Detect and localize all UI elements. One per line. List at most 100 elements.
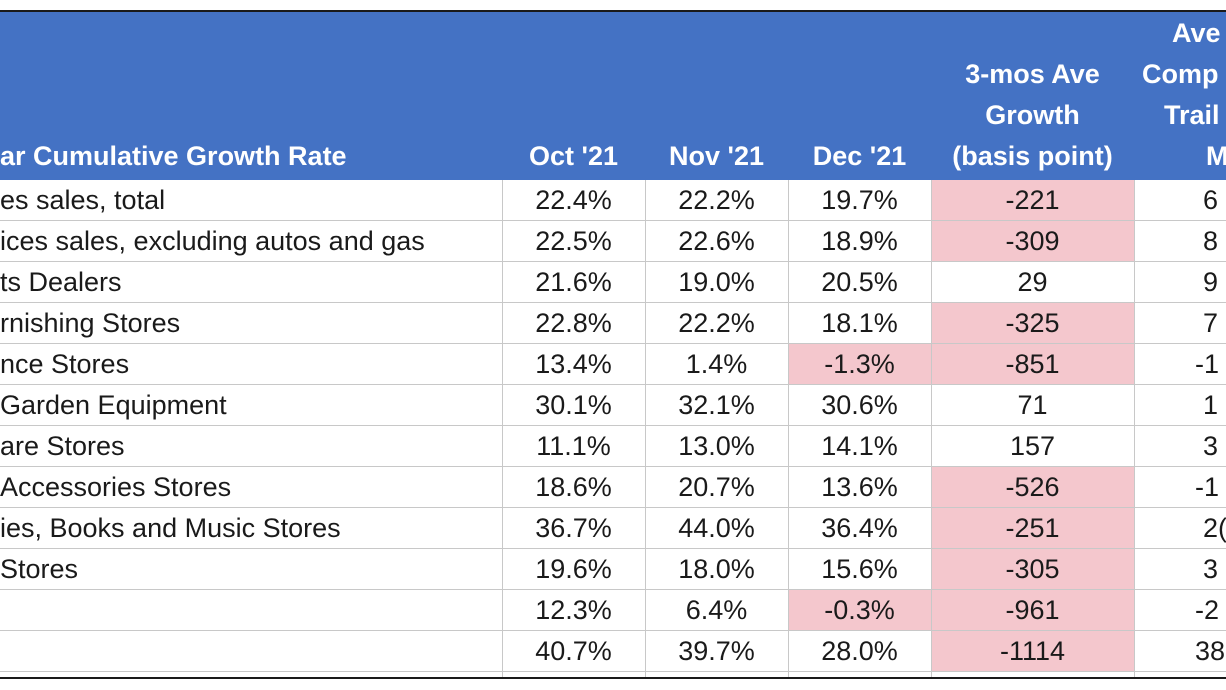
header-nov: Nov '21 — [669, 141, 764, 171]
cell-growth: -961 — [931, 590, 1134, 631]
row-label: Stores — [0, 549, 502, 590]
cell-nov: 18.0% — [645, 549, 788, 590]
cell-growth: -251 — [931, 508, 1134, 549]
cell-oct: 40.7% — [502, 631, 645, 672]
cell-last: 9 — [1134, 262, 1226, 303]
row-label: Accessories Stores — [0, 467, 502, 508]
row-label: rnishing Stores — [0, 303, 502, 344]
cell-dec: 36.4% — [788, 508, 931, 549]
column-divider — [931, 180, 932, 677]
cell-dec: 28.0% — [788, 631, 931, 672]
cell-oct: 22.5% — [502, 221, 645, 262]
table-row: Garden Equipment 30.1% 32.1% 30.6% 71 1 — [0, 385, 1226, 426]
header-oct: Oct '21 — [529, 141, 618, 171]
row-label: ts Dealers — [0, 262, 502, 303]
row-label: are Stores — [0, 426, 502, 467]
row-label: es sales, total — [0, 180, 502, 221]
cell-oct: 30.1% — [502, 385, 645, 426]
cell-dec: 14.1% — [788, 426, 931, 467]
cell-dec: 30.6% — [788, 385, 931, 426]
cell-last: 3 — [1134, 549, 1226, 590]
cell-oct: 22.4% — [502, 180, 645, 221]
table-row: rnishing Stores 22.8% 22.2% 18.1% -325 7 — [0, 303, 1226, 344]
cell-last: 7 — [1134, 303, 1226, 344]
cell-dec: -0.3% — [788, 590, 931, 631]
cell-dec: 18.1% — [788, 303, 931, 344]
cell-growth: -1114 — [931, 631, 1134, 672]
cell-dec: 18.9% — [788, 221, 931, 262]
growth-table: ar Cumulative Growth Rate Oct '21 Nov '2… — [0, 10, 1226, 679]
table-row: Stores 19.6% 18.0% 15.6% -305 3 — [0, 549, 1226, 590]
cell-dec: 15.6% — [788, 549, 931, 590]
cell-last: -1 — [1134, 467, 1226, 508]
row-label: ies, Books and Music Stores — [0, 508, 502, 549]
row-label — [0, 590, 502, 631]
cell-nov: 19.0% — [645, 262, 788, 303]
cell-oct: 22.8% — [502, 303, 645, 344]
cell-dec: 13.6% — [788, 467, 931, 508]
column-divider — [788, 180, 789, 677]
table-row: ts Dealers 21.6% 19.0% 20.5% 29 9 — [0, 262, 1226, 303]
cell-oct: 12.3% — [502, 590, 645, 631]
cell-nov: 22.6% — [645, 221, 788, 262]
cell-nov: 13.0% — [645, 426, 788, 467]
row-label: nce Stores — [0, 344, 502, 385]
cell-nov: 1.4% — [645, 344, 788, 385]
cell-nov: 22.2% — [645, 303, 788, 344]
header-dec: Dec '21 — [812, 141, 907, 171]
table-row: are Stores 11.1% 13.0% 14.1% 157 3 — [0, 426, 1226, 467]
table-row: 12.3% 6.4% -0.3% -961 -2 — [0, 590, 1226, 631]
cell-last: -1 — [1134, 344, 1226, 385]
row-label — [0, 631, 502, 672]
cell-last: 6 — [1134, 180, 1226, 221]
cell-last: -2 — [1134, 590, 1226, 631]
table-row: nce Stores 13.4% 1.4% -1.3% -851 -1 — [0, 344, 1226, 385]
cell-last: 1 — [1134, 385, 1226, 426]
cell-dec: 19.7% — [788, 180, 931, 221]
table-row: ies, Books and Music Stores 36.7% 44.0% 36.… — [0, 508, 1226, 549]
cell-oct: 19.6% — [502, 549, 645, 590]
column-divider — [645, 180, 646, 677]
cell-last: 8 — [1134, 221, 1226, 262]
header-growth-line1: 3-mos Ave — [965, 59, 1100, 89]
row-label: ices sales, excluding autos and gas — [0, 221, 502, 262]
cell-nov: 32.1% — [645, 385, 788, 426]
table-row: Accessories Stores 18.6% 20.7% 13.6% -526 -1 — [0, 467, 1226, 508]
cell-last: 38 — [1134, 631, 1226, 672]
cell-growth: -305 — [931, 549, 1134, 590]
header-last-line3: Trail — [1164, 100, 1220, 130]
cell-oct: 36.7% — [502, 508, 645, 549]
table-row: ices sales, excluding autos and gas 22.5%… — [0, 221, 1226, 262]
cell-dec: -1.3% — [788, 344, 931, 385]
cell-oct: 21.6% — [502, 262, 645, 303]
table-row: 40.7% 39.7% 28.0% -1114 38 — [0, 631, 1226, 672]
cell-nov: 39.7% — [645, 631, 788, 672]
cell-oct: 11.1% — [502, 426, 645, 467]
row-label: Garden Equipment — [0, 385, 502, 426]
cell-growth: -325 — [931, 303, 1134, 344]
cell-nov: 6.4% — [645, 590, 788, 631]
header-last-line2: Comp — [1142, 59, 1219, 89]
cell-growth: 157 — [931, 426, 1134, 467]
cell-growth: -221 — [931, 180, 1134, 221]
cell-last: 3 — [1134, 426, 1226, 467]
cell-last: 2( — [1134, 508, 1226, 549]
column-divider — [502, 180, 503, 677]
cell-dec: 20.5% — [788, 262, 931, 303]
cell-growth: 29 — [931, 262, 1134, 303]
cell-growth: 71 — [931, 385, 1134, 426]
cell-nov: 22.2% — [645, 180, 788, 221]
cell-nov: 20.7% — [645, 467, 788, 508]
table-header: ar Cumulative Growth Rate Oct '21 Nov '2… — [0, 12, 1226, 180]
cell-nov: 44.0% — [645, 508, 788, 549]
header-last-line1: Ave — [1172, 18, 1221, 48]
header-last-line4: M — [1206, 136, 1226, 177]
header-growth-line3: (basis point) — [952, 141, 1113, 171]
cell-growth: -309 — [931, 221, 1134, 262]
cell-growth: -851 — [931, 344, 1134, 385]
header-growth-line2: Growth — [985, 100, 1080, 130]
cell-growth: -526 — [931, 467, 1134, 508]
cell-oct: 13.4% — [502, 344, 645, 385]
header-label-column: ar Cumulative Growth Rate — [0, 141, 347, 171]
column-divider — [1134, 180, 1135, 677]
